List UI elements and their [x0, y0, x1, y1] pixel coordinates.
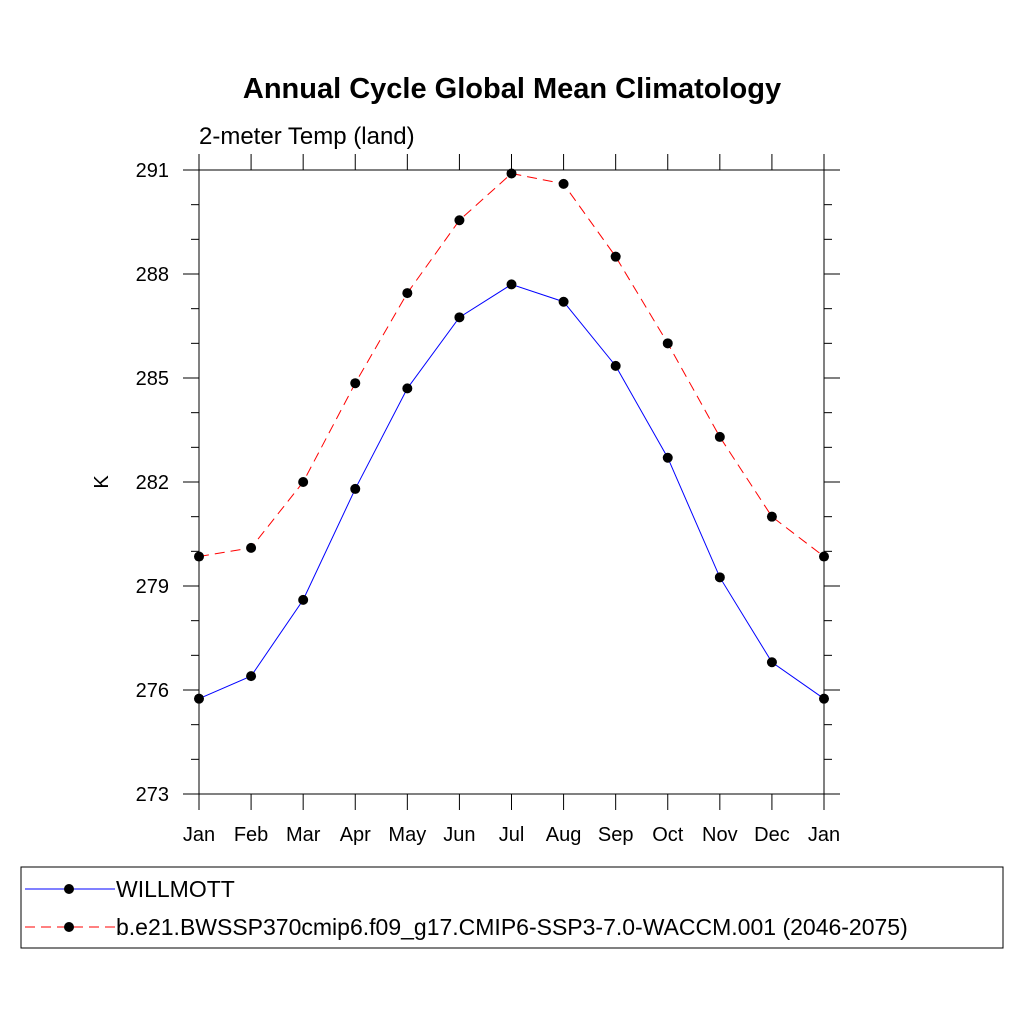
legend-box: [20, 866, 1004, 949]
series-line-0: [198, 283, 825, 700]
series-1-point: [714, 431, 725, 442]
y-tick-label: 288: [136, 264, 169, 286]
legend-label-willmott: WILLMOTT: [116, 876, 235, 902]
series-1-point: [766, 511, 777, 522]
series-0-point: [610, 360, 621, 371]
series-0-point: [766, 657, 777, 668]
x-tick-label: Sep: [598, 824, 634, 846]
legend-label-model: b.e21.BWSSP370cmip6.f09_g17.CMIP6-SSP3-7…: [116, 914, 908, 940]
series-1-point: [610, 251, 621, 262]
y-tick-label: 291: [136, 160, 169, 182]
x-tick-label: Nov: [702, 824, 738, 846]
series-0-point: [714, 572, 725, 583]
axis-ticks: [183, 154, 840, 810]
x-tick-label: Aug: [546, 824, 582, 846]
x-tick-labels: Jan Feb Mar Apr May Jun Jul Aug Sep Oct Nov Dec Jan: [183, 824, 840, 846]
x-tick-label: Jan: [808, 824, 840, 846]
legend-marker-willmott: [64, 884, 74, 894]
series-0-point: [558, 296, 569, 307]
series-0-point: [298, 594, 309, 605]
series-1-point: [558, 178, 569, 189]
series-1-point: [298, 477, 309, 487]
series-1-point: [506, 168, 517, 179]
series-1-point: [246, 542, 257, 553]
series-1-point: [402, 288, 413, 299]
y-tick-label: 276: [136, 680, 169, 702]
series-1-point: [454, 215, 465, 226]
y-axis-label: K: [91, 475, 113, 489]
y-tick-label: 279: [136, 576, 169, 598]
series-0-point: [506, 279, 517, 290]
series-0-point: [662, 452, 673, 463]
series-0-point: [454, 312, 465, 323]
legend: WILLMOTT b.e21.BWSSP370cmip6.f09_g17.CMI…: [20, 866, 1004, 949]
y-tick-label: 285: [136, 368, 169, 390]
x-tick-label: May: [388, 824, 426, 846]
y-tick-label: 282: [136, 472, 169, 494]
series-0-point: [350, 483, 361, 494]
y-tick-labels: 273 276 279 282 285 288 291: [136, 160, 169, 806]
chart-title: Annual Cycle Global Mean Climatology: [243, 73, 781, 105]
series-0-point: [402, 383, 413, 394]
series-line-1: [198, 172, 825, 558]
x-tick-label: Dec: [754, 824, 790, 846]
series-0-point: [246, 671, 257, 682]
x-tick-label: Oct: [652, 824, 684, 846]
series-layer: [194, 168, 829, 704]
legend-marker-model: [64, 922, 74, 932]
series-1-point: [662, 338, 673, 349]
x-tick-label: Mar: [286, 824, 321, 846]
series-1-point: [350, 378, 361, 389]
x-tick-label: Jan: [183, 824, 215, 846]
chart-subtitle: 2-meter Temp (land): [199, 123, 415, 150]
x-tick-label: Apr: [340, 824, 371, 846]
plot-frame: [198, 169, 825, 795]
x-tick-label: Jul: [499, 824, 525, 846]
x-tick-label: Feb: [234, 824, 268, 846]
x-tick-label: Jun: [443, 824, 475, 846]
y-tick-label: 273: [136, 784, 169, 806]
